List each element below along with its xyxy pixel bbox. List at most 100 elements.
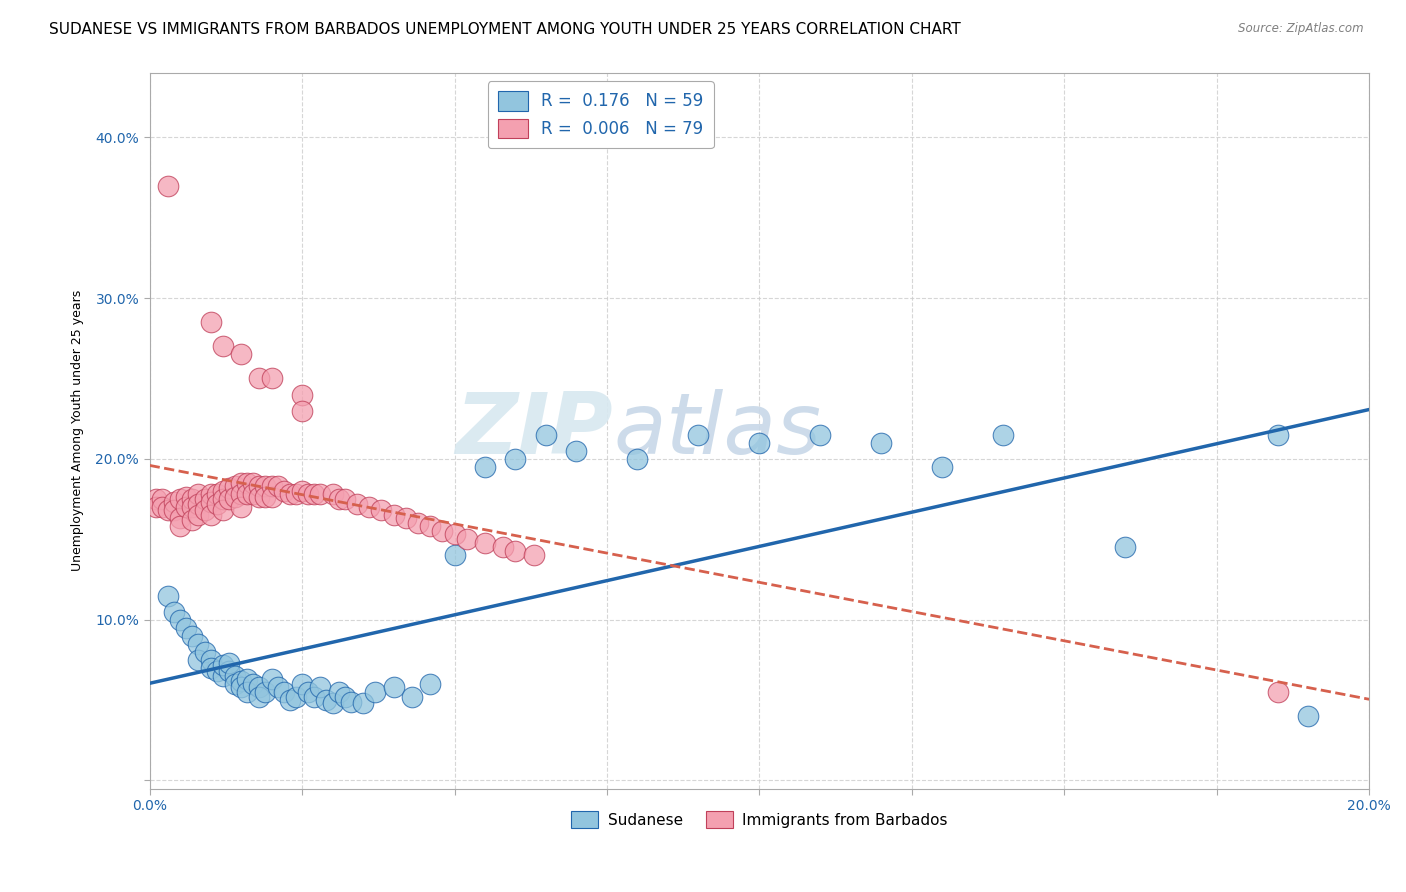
Point: [200, 487, 222, 501]
Point: [456, 533, 478, 547]
Point: [211, 339, 233, 353]
Y-axis label: Unemployment Among Youth under 25 years: Unemployment Among Youth under 25 years: [72, 290, 84, 572]
Point: [229, 673, 252, 688]
Point: [236, 487, 259, 501]
Point: [181, 492, 204, 507]
Point: [474, 535, 496, 549]
Point: [626, 451, 648, 466]
Point: [315, 693, 337, 707]
Point: [291, 387, 314, 401]
Point: [328, 685, 350, 699]
Point: [359, 500, 381, 515]
Point: [565, 443, 588, 458]
Point: [247, 690, 270, 704]
Point: [382, 508, 405, 523]
Point: [382, 680, 405, 694]
Point: [322, 487, 344, 501]
Text: Source: ZipAtlas.com: Source: ZipAtlas.com: [1239, 22, 1364, 36]
Point: [187, 487, 209, 501]
Point: [333, 492, 356, 507]
Point: [193, 492, 215, 507]
Point: [260, 672, 283, 686]
Point: [169, 519, 191, 533]
Point: [169, 613, 191, 627]
Point: [236, 685, 259, 699]
Point: [211, 657, 233, 672]
Point: [174, 500, 197, 515]
Point: [187, 653, 209, 667]
Point: [304, 487, 326, 501]
Point: [218, 656, 240, 670]
Point: [364, 685, 387, 699]
Point: [688, 427, 710, 442]
Text: ZIP: ZIP: [456, 389, 613, 472]
Point: [174, 491, 197, 505]
Text: atlas: atlas: [613, 389, 821, 472]
Point: [236, 475, 259, 490]
Point: [200, 661, 222, 675]
Point: [229, 347, 252, 361]
Point: [1267, 685, 1289, 699]
Point: [443, 549, 465, 563]
Point: [505, 451, 527, 466]
Point: [200, 508, 222, 523]
Point: [218, 664, 240, 678]
Point: [278, 487, 301, 501]
Point: [401, 690, 423, 704]
Point: [145, 492, 167, 507]
Point: [260, 371, 283, 385]
Point: [205, 487, 228, 501]
Point: [291, 484, 314, 499]
Point: [181, 500, 204, 515]
Point: [242, 677, 264, 691]
Point: [224, 479, 246, 493]
Point: [247, 371, 270, 385]
Point: [1267, 427, 1289, 442]
Point: [285, 487, 308, 501]
Point: [156, 178, 179, 193]
Text: SUDANESE VS IMMIGRANTS FROM BARBADOS UNEMPLOYMENT AMONG YOUTH UNDER 25 YEARS COR: SUDANESE VS IMMIGRANTS FROM BARBADOS UNE…: [49, 22, 960, 37]
Point: [346, 497, 368, 511]
Point: [200, 653, 222, 667]
Point: [181, 629, 204, 643]
Point: [211, 492, 233, 507]
Point: [163, 605, 186, 619]
Point: [291, 403, 314, 417]
Point: [229, 500, 252, 515]
Point: [322, 696, 344, 710]
Point: [297, 685, 319, 699]
Point: [993, 427, 1015, 442]
Point: [242, 475, 264, 490]
Point: [218, 492, 240, 507]
Point: [242, 487, 264, 501]
Point: [304, 690, 326, 704]
Point: [205, 664, 228, 678]
Point: [260, 479, 283, 493]
Point: [291, 677, 314, 691]
Point: [193, 503, 215, 517]
Point: [1114, 541, 1136, 555]
Point: [211, 484, 233, 499]
Point: [352, 696, 374, 710]
Point: [309, 680, 332, 694]
Point: [229, 475, 252, 490]
Point: [247, 680, 270, 694]
Point: [218, 481, 240, 495]
Point: [229, 487, 252, 501]
Point: [748, 435, 770, 450]
Point: [254, 491, 277, 505]
Point: [285, 690, 308, 704]
Point: [808, 427, 831, 442]
Point: [211, 503, 233, 517]
Point: [163, 495, 186, 509]
Point: [931, 459, 953, 474]
Point: [395, 511, 418, 525]
Point: [156, 589, 179, 603]
Point: [328, 492, 350, 507]
Point: [187, 508, 209, 523]
Point: [1296, 709, 1319, 723]
Point: [340, 695, 363, 709]
Point: [273, 685, 295, 699]
Point: [267, 680, 290, 694]
Point: [273, 484, 295, 499]
